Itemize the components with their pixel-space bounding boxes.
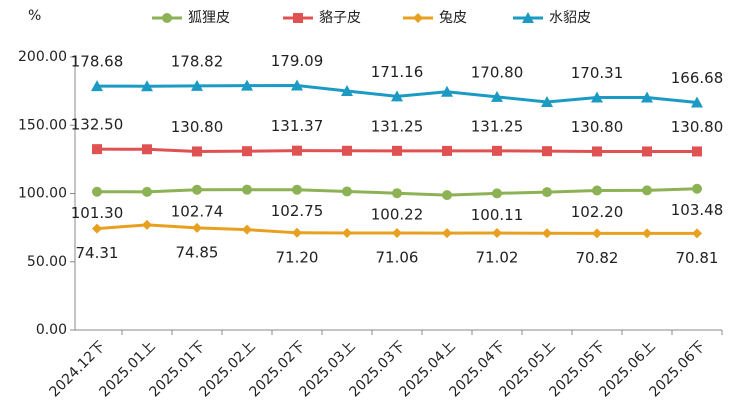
point — [692, 228, 702, 239]
point — [191, 79, 203, 91]
data-label: 131.37 — [271, 117, 324, 135]
data-label: 74.85 — [176, 243, 219, 261]
point — [592, 146, 602, 157]
point — [242, 224, 252, 235]
point — [192, 222, 202, 233]
data-label: 170.80 — [471, 63, 524, 81]
point — [192, 146, 202, 157]
point — [91, 80, 103, 92]
legend-marker — [522, 12, 534, 23]
y-tick-label: 150.00 — [18, 117, 67, 133]
point — [92, 186, 102, 197]
data-label: 102.75 — [271, 202, 324, 220]
point — [342, 227, 352, 238]
point — [642, 228, 652, 239]
data-label: 132.50 — [71, 116, 124, 134]
point — [242, 184, 252, 195]
point — [441, 85, 453, 97]
data-label: 179.09 — [271, 52, 324, 70]
data-label: 170.31 — [571, 64, 624, 82]
point — [492, 188, 502, 199]
point — [542, 146, 552, 157]
point — [592, 228, 602, 239]
point — [542, 187, 552, 198]
data-label: 103.48 — [671, 201, 724, 219]
y-tick-label: 0.00 — [36, 322, 67, 338]
point — [341, 84, 353, 96]
point — [541, 96, 553, 108]
legend-marker — [293, 13, 303, 23]
data-label: 71.06 — [376, 249, 419, 267]
data-label: 130.80 — [571, 118, 624, 136]
point — [392, 188, 402, 199]
point — [292, 184, 302, 195]
data-label: 71.20 — [276, 248, 319, 266]
data-label: 100.22 — [371, 206, 424, 224]
point — [392, 145, 402, 156]
point — [691, 96, 703, 108]
point — [491, 90, 503, 102]
point — [542, 228, 552, 239]
legend-label: 水貂皮 — [549, 10, 591, 26]
point — [592, 185, 602, 196]
point — [391, 90, 403, 102]
point — [642, 146, 652, 157]
point — [492, 228, 502, 239]
point — [292, 145, 302, 156]
point — [142, 219, 152, 230]
point — [642, 185, 652, 196]
data-label: 100.11 — [471, 206, 524, 224]
legend-marker — [162, 13, 172, 23]
data-label: 130.80 — [671, 118, 724, 136]
y-tick-label: 50.00 — [27, 254, 67, 270]
y-tick-label: 200.00 — [18, 49, 67, 65]
point — [392, 228, 402, 239]
point — [242, 146, 252, 157]
point — [142, 144, 152, 155]
data-label: 74.31 — [76, 244, 119, 262]
point — [641, 91, 653, 103]
data-label: 178.68 — [71, 53, 124, 71]
data-label: 70.82 — [576, 249, 619, 267]
point — [241, 79, 253, 91]
point — [442, 228, 452, 239]
point — [142, 186, 152, 197]
point — [92, 144, 102, 155]
point — [692, 146, 702, 157]
data-label: 131.25 — [471, 117, 524, 135]
point — [292, 227, 302, 238]
point — [591, 91, 603, 103]
data-label: 166.68 — [671, 69, 724, 87]
y-axis-label: % — [28, 8, 41, 24]
point — [492, 145, 502, 156]
point — [342, 145, 352, 156]
legend-label: 狐狸皮 — [188, 10, 230, 26]
data-label: 130.80 — [171, 118, 224, 136]
point — [442, 145, 452, 156]
data-label: 131.25 — [371, 117, 424, 135]
point — [342, 186, 352, 197]
point — [192, 184, 202, 195]
point — [92, 223, 102, 234]
data-label: 171.16 — [371, 63, 424, 81]
point — [291, 79, 303, 91]
y-tick-label: 100.00 — [18, 186, 67, 202]
point — [692, 183, 702, 194]
point — [141, 80, 153, 92]
legend-label: 貉子皮 — [319, 10, 361, 26]
legend-label: 兔皮 — [439, 10, 467, 26]
data-label: 102.20 — [571, 203, 624, 221]
point — [442, 190, 452, 201]
data-label: 101.30 — [71, 204, 124, 222]
data-label: 71.02 — [476, 249, 519, 267]
data-label: 102.74 — [171, 202, 224, 220]
data-label: 178.82 — [171, 52, 224, 70]
data-label: 70.81 — [676, 249, 719, 267]
legend-marker — [413, 13, 423, 23]
